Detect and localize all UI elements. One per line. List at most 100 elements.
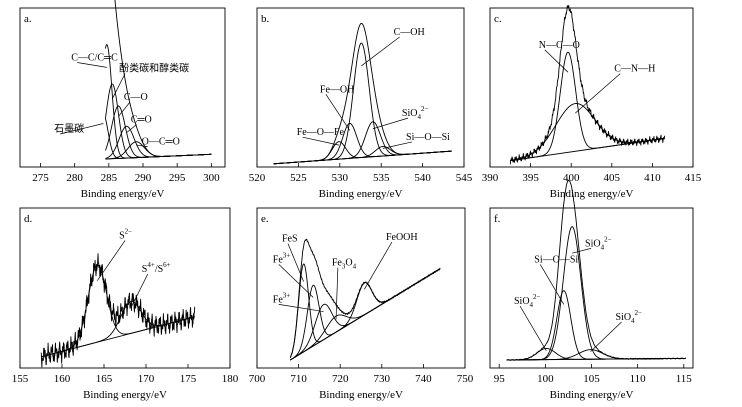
peak-label-4: SiO42− [402,105,429,121]
label-leader [126,124,137,133]
x-tick-label: 710 [290,373,307,385]
x-axis-label: Binding energy/eV [81,188,165,200]
label-leader [572,248,592,254]
peak-label-1: FeS [282,234,298,245]
plot-frame [489,207,694,369]
plot-frame [256,7,465,168]
label-leader [136,144,148,148]
x-tick-label: 545 [456,172,473,184]
panel-a: a. 275 280 285 290 295 300 Binding energy/eV C—C… [19,0,226,200]
panel-label: b. [261,13,270,25]
peak-label-2: Si—O—Si [534,254,578,265]
panel-c: c. 390 395 400 405 410 415 Binding energy/eV N—C… [482,5,702,200]
x-axis-label: Binding energy/eV [319,188,403,200]
envelope-curve [289,238,441,359]
x-tick-label: 540 [414,172,431,184]
peak-label-2: S4+/S6+ [142,261,171,275]
x-tick-label: 700 [249,373,266,385]
panel-label: a. [24,13,32,25]
label-leader [278,304,324,312]
peak-label-1: C—OH [394,27,425,38]
plot-frame [19,207,231,369]
x-tick-label: 280 [66,172,83,184]
x-tick-label: 535 [373,172,390,184]
fit-peak-2 [506,290,686,361]
x-tick-label: 160 [54,373,71,385]
envelope-curve [114,0,212,157]
panel-label: d. [24,213,33,225]
peak-label-2: Fe3+ [273,251,291,265]
label-leader [364,241,393,290]
x-tick-label: 155 [12,373,29,385]
peak-label-5: C═O [131,114,152,125]
panel-label: f. [494,213,501,225]
x-tick-label: 95 [494,373,506,385]
label-leader [302,136,340,146]
x-tick-label: 525 [290,172,307,184]
fit-peak-1 [273,42,452,165]
panel-e: e. 700 710 720 730 740 750 Binding energy/eV FeS… [249,207,474,401]
label-leader [77,62,107,68]
x-tick-label: 730 [374,373,391,385]
peak-label-3: Fe3+ [273,291,291,305]
x-tick-label: 100 [537,373,554,385]
peak-label-1: N—C—O [539,40,580,51]
label-leader [519,305,547,351]
peak-label-4: Fe3O4 [332,258,357,271]
panel-f: f. 95 100 105 110 115 Binding energy/eV SiO42− S… [489,179,694,401]
x-tick-label: 415 [685,172,702,184]
x-tick-label: 390 [482,172,499,184]
plot-frame [489,7,694,168]
x-tick-label: 400 [563,172,580,184]
panel-b: b. 520 525 530 535 540 545 Binding energy/eV C—O… [249,7,473,200]
x-tick-label: 290 [135,172,152,184]
label-leader [60,123,104,135]
peak-label-3: Fe—O—Fe [297,127,345,138]
x-tick-label: 285 [101,172,118,184]
label-leader [287,243,304,282]
label-leader [335,267,339,320]
x-tick-label: 170 [138,373,155,385]
label-leader [325,94,351,131]
peak-label-4: C—O [124,92,148,103]
x-tick-label: 520 [249,172,266,184]
label-leader [539,264,565,305]
x-tick-label: 410 [644,172,661,184]
x-tick-label: 175 [180,373,197,385]
fit-peak-5 [273,146,452,165]
label-leader [96,240,126,281]
peak-label-2: 酚类碳和醇类碳 [119,62,189,75]
label-leader [382,141,413,149]
x-axis-label: Binding energy/eV [550,389,634,401]
x-axis-label: Binding energy/eV [319,389,403,401]
x-tick-label: 740 [415,373,432,385]
x-tick-label: 165 [96,373,113,385]
peak-label-1: C—C/C═C [71,52,118,63]
envelope-curve [273,22,452,165]
peak-label-1: S2− [119,227,132,241]
envelope-curve [40,253,196,368]
peak-label-3: SiO42− [514,293,541,309]
plot-frame [19,7,226,168]
label-leader [590,321,622,352]
x-tick-label: 110 [630,373,647,385]
x-tick-label: 395 [522,172,539,184]
panel-label: e. [261,213,269,225]
x-tick-label: 405 [604,172,621,184]
label-leader [544,49,569,73]
x-tick-label: 115 [676,373,693,385]
label-leader [130,273,149,308]
x-tick-label: 180 [222,373,239,385]
x-tick-label: 275 [32,172,49,184]
label-leader [361,36,400,67]
x-tick-label: 300 [203,172,220,184]
envelope-curve [509,5,666,165]
x-axis-label: Binding energy/eV [550,188,634,200]
label-leader [278,264,314,298]
peak-label-6: O—C═O [142,137,180,148]
x-axis-label: Binding energy/eV [83,389,167,401]
panel-d: d. 155 160 165 170 175 180 Binding energy/eV S2−… [12,207,239,401]
plot-frame [256,207,466,369]
x-tick-label: 750 [457,373,474,385]
